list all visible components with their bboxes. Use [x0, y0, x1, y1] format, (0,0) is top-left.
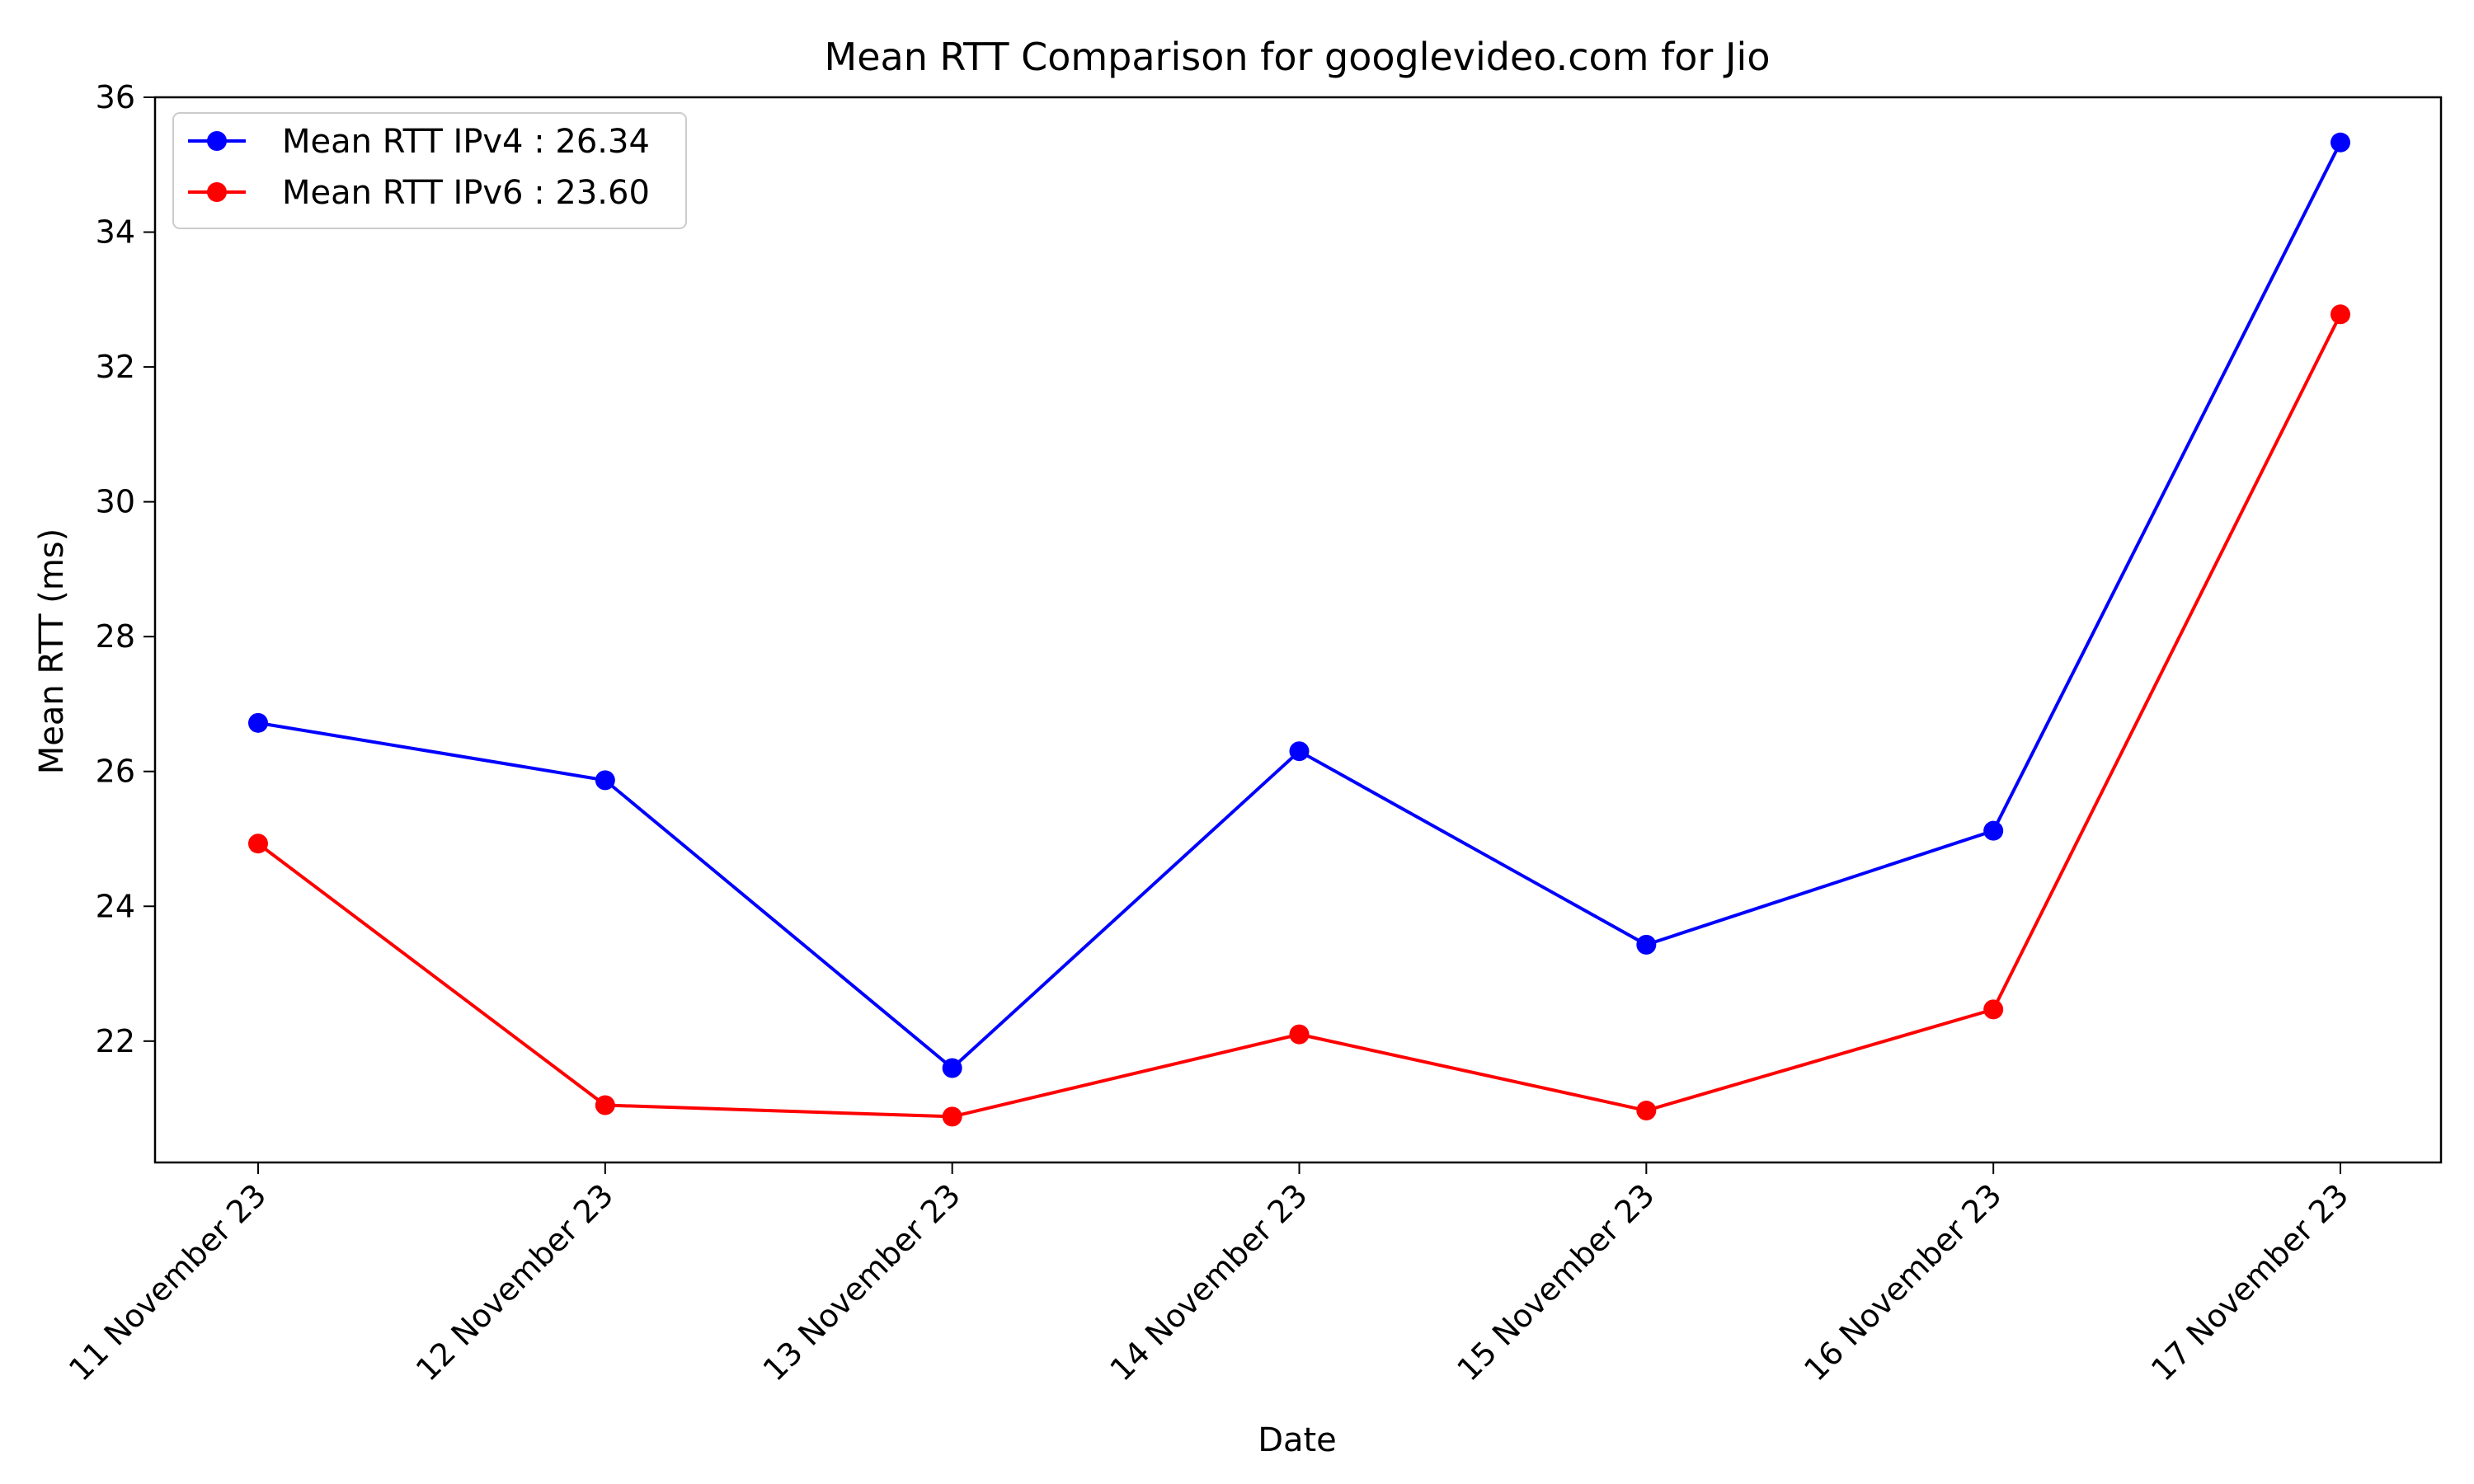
- legend-box: [172, 112, 687, 229]
- data-point: [1983, 999, 2004, 1020]
- y-tick-label: 30: [96, 484, 135, 520]
- data-point: [1983, 820, 2004, 841]
- legend-item-2: Mean RTT IPv6 : 23.60: [188, 174, 650, 212]
- legend-marker: [207, 131, 227, 151]
- data-point: [942, 1058, 962, 1078]
- y-tick-label: 34: [96, 214, 135, 251]
- legend-label: Mean RTT IPv6 : 23.60: [282, 174, 650, 212]
- y-tick-label: 26: [96, 754, 135, 790]
- y-tick-label: 36: [96, 79, 135, 115]
- legend-label: Mean RTT IPv4 : 26.34: [282, 123, 650, 161]
- y-tick-label: 32: [96, 349, 135, 385]
- plot-background: [155, 97, 2441, 1162]
- data-point: [248, 712, 268, 733]
- x-axis-label: Date: [1258, 1421, 1337, 1459]
- data-point: [1636, 1101, 1657, 1121]
- series-1: [248, 132, 2350, 1078]
- plot-area: [155, 97, 2441, 1162]
- data-point: [1289, 1024, 1310, 1045]
- y-axis-label: Mean RTT (ms): [33, 528, 71, 774]
- series-2: [248, 304, 2350, 1127]
- legend: Mean RTT IPv4 : 26.34 Mean RTT IPv6 : 23.…: [172, 112, 687, 229]
- data-point: [1636, 934, 1657, 955]
- y-tick-label: 24: [96, 888, 135, 924]
- y-tick-label: 28: [96, 618, 135, 655]
- data-point: [248, 834, 268, 854]
- chart-title: Mean RTT Comparison for googlevideo.com …: [825, 35, 1771, 79]
- data-point: [595, 770, 615, 791]
- data-point: [1289, 741, 1310, 762]
- data-point: [595, 1095, 615, 1115]
- legend-marker: [207, 182, 227, 202]
- data-point: [2331, 132, 2350, 153]
- series-layer: [248, 132, 2350, 1127]
- y-tick-label: 22: [96, 1023, 135, 1059]
- data-point: [942, 1106, 962, 1127]
- plot-frame: [153, 96, 2443, 1164]
- legend-item-1: Mean RTT IPv4 : 26.34: [188, 123, 650, 161]
- data-point: [2331, 304, 2350, 325]
